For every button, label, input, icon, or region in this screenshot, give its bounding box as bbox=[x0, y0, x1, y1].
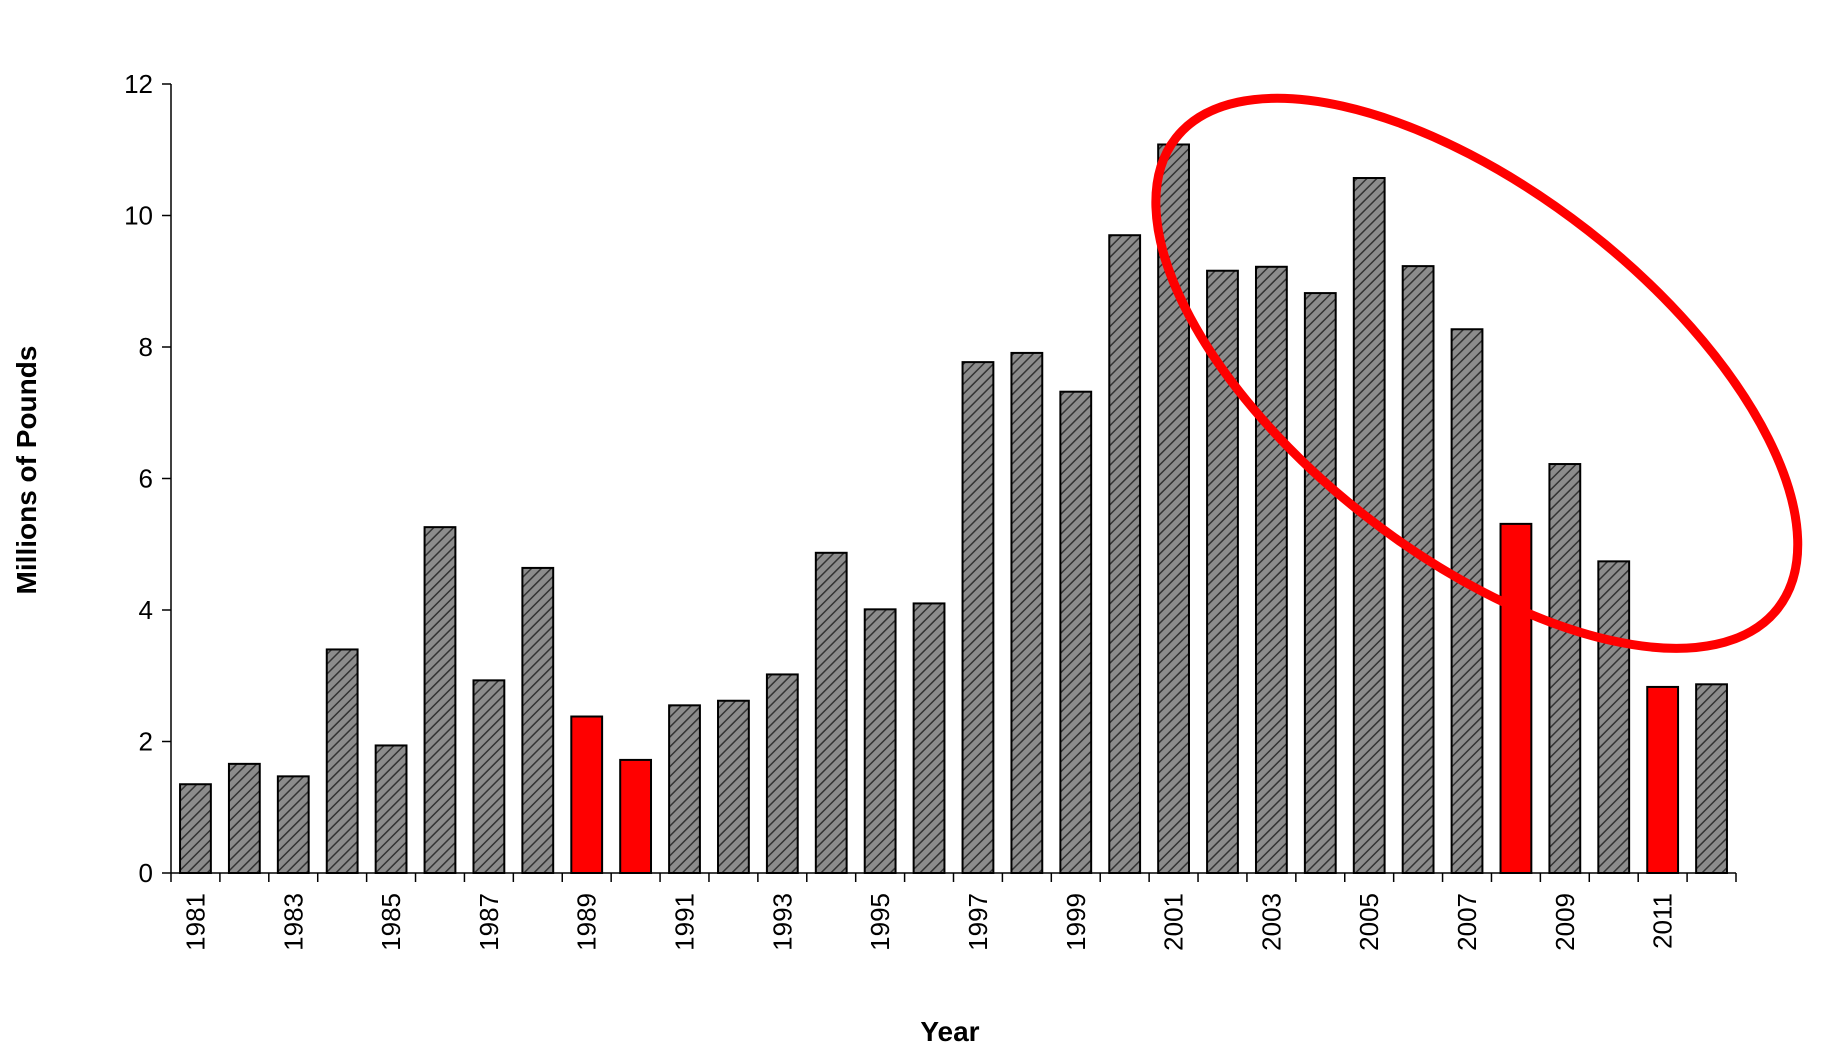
y-tick-label-2: 2 bbox=[139, 727, 153, 757]
bar-1981 bbox=[179, 783, 212, 874]
annotation-layer bbox=[1151, 93, 1803, 653]
annotation-ellipse-0 bbox=[1151, 93, 1803, 653]
bar-1982 bbox=[227, 762, 261, 874]
bar-2004 bbox=[1303, 292, 1337, 874]
bar-2008 bbox=[1499, 522, 1533, 874]
x-tick-label-2007: 2007 bbox=[1452, 893, 1482, 951]
bar-1984 bbox=[325, 648, 359, 875]
x-tick-label-1991: 1991 bbox=[670, 893, 700, 951]
y-tick-label-12: 12 bbox=[124, 69, 153, 99]
bar-2007 bbox=[1450, 328, 1484, 874]
y-tick-label-6: 6 bbox=[139, 464, 153, 494]
bar-1991 bbox=[668, 704, 701, 875]
bar-2012 bbox=[1695, 683, 1728, 874]
bar-2003 bbox=[1254, 265, 1288, 874]
y-tick-label-10: 10 bbox=[124, 201, 153, 231]
x-tick-label-2009: 2009 bbox=[1550, 893, 1580, 951]
bar-1992 bbox=[717, 699, 750, 874]
bar-1998 bbox=[1010, 351, 1044, 875]
bars-layer bbox=[179, 143, 1728, 875]
bar-1989 bbox=[570, 715, 604, 875]
bar-1990 bbox=[619, 758, 653, 874]
bar-2010 bbox=[1597, 560, 1631, 874]
bar-1986 bbox=[423, 526, 457, 875]
x-tick-label-2011: 2011 bbox=[1648, 893, 1678, 949]
bar-1994 bbox=[814, 551, 848, 874]
bar-2000 bbox=[1108, 234, 1142, 875]
x-tick-label-2001: 2001 bbox=[1159, 893, 1189, 951]
x-tick-label-1993: 1993 bbox=[767, 893, 797, 951]
x-tick-label-1983: 1983 bbox=[278, 893, 308, 951]
bar-1983 bbox=[276, 775, 310, 874]
x-tick-label-2005: 2005 bbox=[1354, 893, 1384, 951]
labels-layer: 0 2 4 6 8 10 12 1981 1983 1985 1987 1989 1991 1993 199… bbox=[124, 69, 1678, 951]
bar-1997 bbox=[961, 361, 995, 874]
x-tick-label-2003: 2003 bbox=[1256, 893, 1286, 951]
bar-1999 bbox=[1059, 390, 1093, 874]
x-tick-label-1987: 1987 bbox=[474, 893, 504, 951]
bar-1995 bbox=[863, 608, 897, 875]
x-tick-label-1999: 1999 bbox=[1061, 893, 1091, 951]
bar-2009 bbox=[1548, 463, 1582, 874]
bar-1987 bbox=[472, 679, 506, 874]
bar-1996 bbox=[912, 602, 946, 874]
x-tick-label-1997: 1997 bbox=[963, 893, 993, 951]
bar-1988 bbox=[521, 566, 555, 874]
bar-2006 bbox=[1401, 265, 1435, 874]
axes-layer bbox=[162, 83, 1737, 882]
x-tick-label-1985: 1985 bbox=[376, 893, 406, 951]
bar-2011 bbox=[1646, 685, 1680, 874]
bar-1985 bbox=[374, 744, 408, 875]
y-tick-label-0: 0 bbox=[139, 858, 153, 888]
y-tick-label-8: 8 bbox=[139, 332, 153, 362]
bar-1993 bbox=[765, 673, 799, 874]
y-tick-label-4: 4 bbox=[139, 595, 153, 625]
x-axis-title: Year bbox=[920, 1016, 979, 1047]
x-tick-label-1981: 1981 bbox=[180, 893, 210, 951]
x-tick-label-1989: 1989 bbox=[572, 893, 602, 951]
x-tick-label-1995: 1995 bbox=[865, 893, 895, 951]
y-axis-title: Millions of Pounds bbox=[11, 346, 42, 595]
